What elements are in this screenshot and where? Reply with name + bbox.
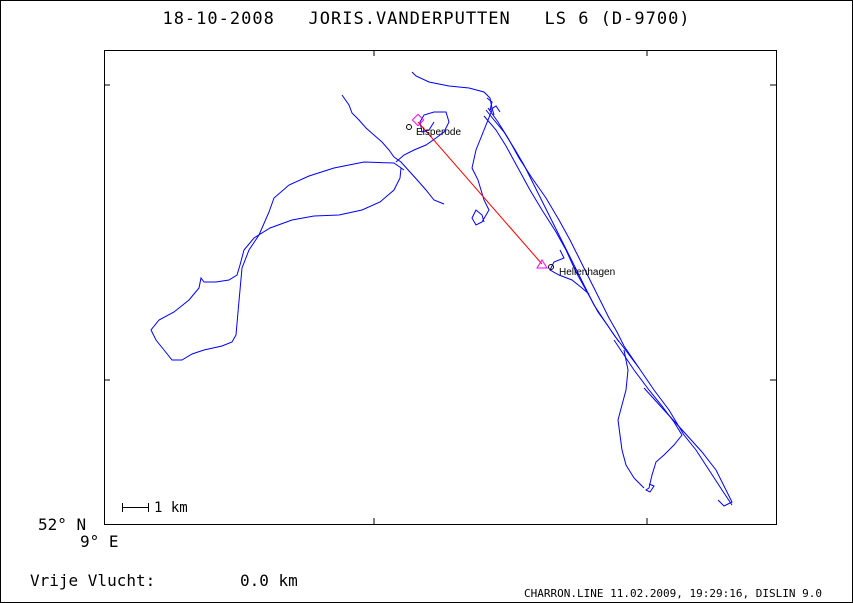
place-label-hellenhagen: Hellenhagen bbox=[559, 267, 615, 278]
track-segment-northwest bbox=[341, 94, 445, 205]
scale-bar bbox=[122, 507, 148, 508]
track-segment-wiggles bbox=[549, 249, 590, 295]
track-segment-north-short bbox=[486, 97, 501, 113]
track-segment-center bbox=[395, 111, 450, 163]
flight-track bbox=[150, 71, 733, 507]
place-marker-hellenhagen bbox=[548, 264, 554, 270]
flight-map: Elsperode Hellenhagen bbox=[104, 50, 776, 524]
track-segment-southeast-end bbox=[643, 387, 733, 507]
scale-bar-left-cap bbox=[122, 503, 123, 512]
place-label-elsperode: Elsperode bbox=[416, 127, 461, 138]
scale-bar-right-cap bbox=[148, 503, 149, 512]
start-turnpoint-marker bbox=[411, 113, 425, 127]
flight-date: 18-10-2008 bbox=[162, 9, 275, 29]
latitude-label: 52° N bbox=[38, 515, 87, 534]
flight-title: 18-10-2008 JORIS.VANDERPUTTEN LS 6 (D-97… bbox=[0, 9, 853, 29]
track-segment-parallel bbox=[487, 107, 640, 369]
glider-id: LS 6 (D-9700) bbox=[544, 9, 691, 29]
task-line bbox=[417, 121, 543, 265]
track-segment-west bbox=[150, 161, 405, 361]
track-segment-main-ridge bbox=[485, 109, 733, 506]
track-segment-parallel-2 bbox=[483, 115, 620, 343]
track-segment-south-leg bbox=[617, 349, 645, 489]
footer-info: CHARRON.LINE 11.02.2009, 19:29:16, DISLI… bbox=[523, 587, 822, 600]
pilot-name: JORIS.VANDERPUTTEN bbox=[308, 9, 511, 29]
free-flight-label: Vrije Vlucht: bbox=[30, 571, 156, 590]
track-segment-inner bbox=[471, 109, 493, 226]
scale-label: 1 km bbox=[154, 500, 188, 516]
map-plot-area: Elsperode Hellenhagen bbox=[104, 50, 777, 525]
free-flight-value: 0.0 km bbox=[240, 571, 298, 590]
track-segment-southeast bbox=[613, 339, 683, 493]
longitude-label: 9° E bbox=[80, 532, 119, 551]
finish-turnpoint-marker bbox=[536, 259, 548, 269]
track-segment-north-loop bbox=[411, 71, 495, 116]
place-marker-elsperode bbox=[406, 124, 412, 130]
